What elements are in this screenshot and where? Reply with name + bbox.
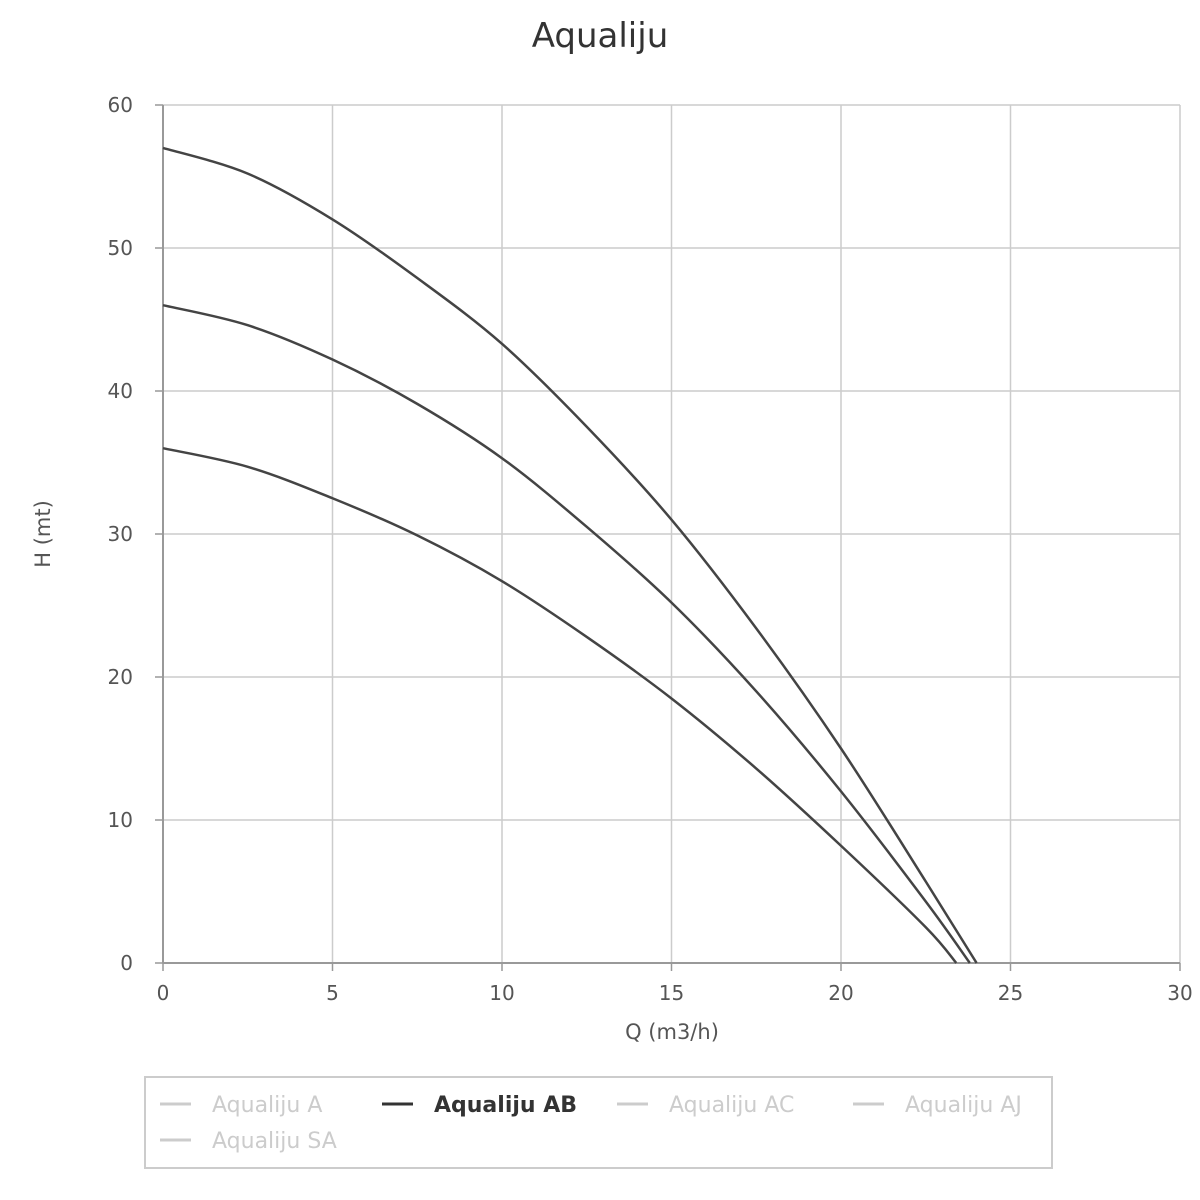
legend-label: Aqualiju SA (212, 1129, 337, 1154)
axes (155, 104, 1181, 971)
y-tick-label: 40 (108, 379, 133, 403)
y-axis-title: H (mt) (31, 500, 55, 568)
legend-item[interactable]: Aqualiju AJ (853, 1093, 1022, 1118)
x-tick-label: 5 (326, 981, 339, 1005)
x-tick-labels: 0 5 10 15 20 25 30 (157, 981, 1193, 1005)
y-tick-label: 30 (108, 522, 133, 546)
x-tick-label: 15 (659, 981, 684, 1005)
performance-curve (162, 446, 958, 964)
y-tick-label: 10 (108, 808, 133, 832)
y-tick-label: 50 (108, 236, 133, 260)
x-tick-label: 0 (157, 981, 170, 1005)
grid (163, 104, 1181, 963)
y-tick-label: 0 (120, 951, 133, 975)
legend-item[interactable]: Aqualiju AB (382, 1093, 577, 1118)
performance-curve (162, 146, 978, 964)
performance-curve (162, 303, 971, 964)
x-axis-title: Q (m3/h) (625, 1020, 719, 1044)
legend-item[interactable]: Aqualiju A (160, 1093, 322, 1118)
y-tick-label: 20 (108, 665, 133, 689)
legend: Aqualiju A Aqualiju AB Aqualiju AC Aqualiju… (144, 1076, 1053, 1169)
y-tick-labels: 0 10 20 30 40 50 60 (108, 93, 133, 975)
x-tick-label: 25 (998, 981, 1023, 1005)
legend-label: Aqualiju A (212, 1093, 322, 1118)
y-tick-label: 60 (108, 93, 133, 117)
series-curves (162, 146, 978, 964)
legend-item[interactable]: Aqualiju AC (617, 1093, 794, 1118)
x-tick-label: 20 (828, 981, 853, 1005)
chart-title: Aqualiju (532, 16, 669, 56)
legend-label: Aqualiju AC (669, 1093, 794, 1118)
legend-label: Aqualiju AB (434, 1093, 577, 1118)
legend-label: Aqualiju AJ (905, 1093, 1022, 1118)
x-tick-label: 10 (489, 981, 514, 1005)
legend-box (144, 1076, 1053, 1169)
x-tick-label: 30 (1167, 981, 1192, 1005)
legend-item[interactable]: Aqualiju SA (160, 1129, 337, 1154)
